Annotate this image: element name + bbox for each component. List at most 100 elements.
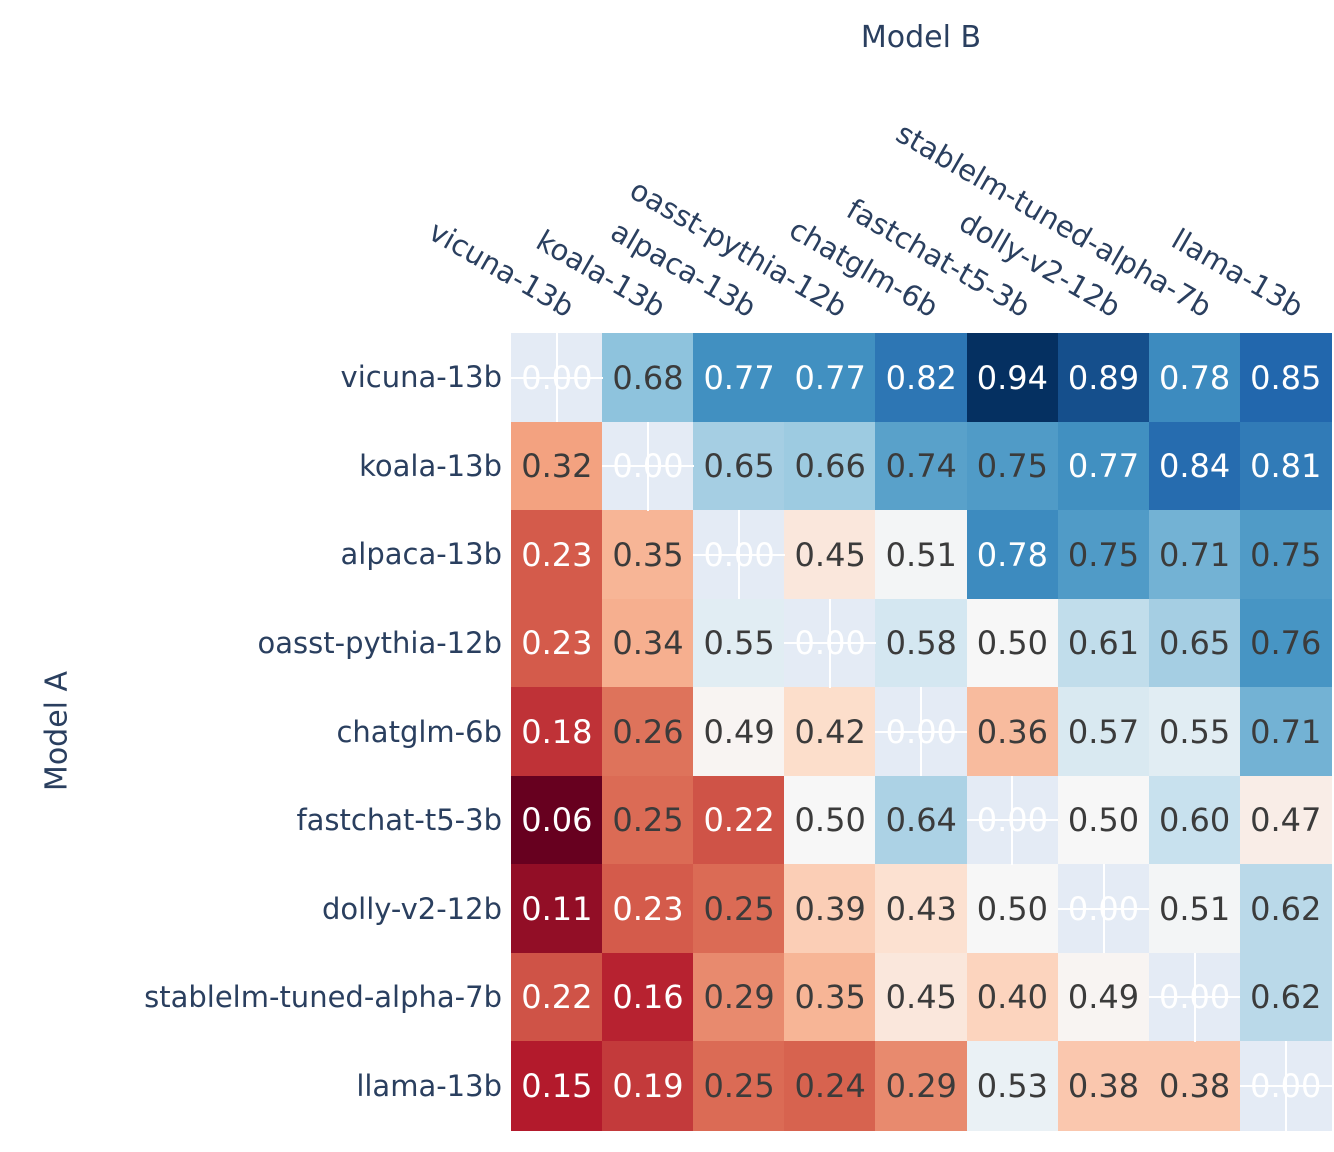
heatmap-cell: 0.68 — [602, 333, 694, 423]
cell-value: 0.36 — [976, 712, 1049, 751]
cell-value: 0.53 — [976, 1067, 1049, 1105]
cell-value: 0.75 — [1067, 535, 1140, 574]
gridline-vertical — [829, 598, 832, 688]
cell-value: 0.24 — [794, 1067, 866, 1105]
heatmap-cell: 0.25 — [602, 775, 694, 865]
cell-value: 0.78 — [1158, 358, 1231, 397]
heatmap-cell: 0.50 — [966, 864, 1059, 954]
cell-value: 0.61 — [1067, 624, 1140, 663]
cell-value: 0.35 — [794, 978, 866, 1017]
heatmap-cell: 0.45 — [784, 510, 877, 600]
cell-value: 0.55 — [1158, 712, 1231, 751]
cell-value: 0.58 — [885, 624, 957, 663]
cell-value: 0.00 — [976, 801, 1049, 840]
heatmap-cell: 0.62 — [1239, 952, 1332, 1043]
heatmap-cell: 0.36 — [966, 687, 1059, 777]
heatmap-cell: 0.23 — [602, 864, 694, 954]
cell-value: 0.62 — [1250, 889, 1322, 928]
heatmap-cell: 0.65 — [693, 421, 785, 511]
gridline-vertical — [646, 421, 649, 511]
gridline-vertical — [1011, 775, 1014, 865]
cell-value: 0.23 — [612, 889, 684, 928]
heatmap-cell: 0.00 — [1057, 864, 1150, 954]
heatmap-cell: 0.00 — [1239, 1041, 1332, 1131]
cell-value: 0.35 — [612, 535, 684, 574]
heatmap-cell: 0.75 — [1057, 510, 1150, 600]
cell-value: 0.18 — [521, 712, 593, 751]
cell-value: 0.00 — [703, 535, 775, 574]
cell-value: 0.00 — [612, 447, 684, 486]
y-tick-label: dolly-v2-12b — [322, 891, 502, 926]
heatmap-cell: 0.60 — [1148, 775, 1241, 865]
cell-value: 0.25 — [612, 801, 684, 840]
y-tick-label: oasst-pythia-12b — [257, 625, 503, 660]
heatmap-cell: 0.38 — [1148, 1041, 1241, 1131]
cell-value: 0.49 — [703, 712, 775, 751]
heatmap-cell: 0.50 — [784, 775, 877, 865]
heatmap-cell: 0.75 — [1239, 510, 1332, 600]
heatmap-cell: 0.49 — [693, 687, 785, 777]
heatmap-cell: 0.25 — [693, 864, 785, 954]
y-tick-label: alpaca-13b — [340, 537, 503, 572]
heatmap-cell: 0.22 — [693, 775, 785, 865]
cell-value: 0.78 — [976, 535, 1049, 574]
cell-value: 0.65 — [1158, 624, 1231, 663]
cell-value: 0.82 — [885, 358, 957, 397]
heatmap-cell: 0.51 — [1148, 864, 1241, 954]
cell-value: 0.23 — [521, 624, 593, 663]
heatmap-cell: 0.24 — [784, 1041, 877, 1131]
heatmap-cell: 0.89 — [1057, 333, 1150, 423]
cell-value: 0.75 — [1250, 535, 1322, 574]
heatmap-cell: 0.77 — [784, 333, 877, 423]
cell-value: 0.45 — [794, 535, 866, 574]
y-tick-label: fastchat-t5-3b — [296, 803, 502, 838]
cell-value: 0.77 — [1067, 447, 1140, 486]
heatmap-cell: 0.00 — [784, 598, 877, 688]
heatmap-cell: 0.53 — [966, 1041, 1059, 1131]
cell-value: 0.66 — [794, 447, 866, 486]
heatmap-cell: 0.16 — [602, 952, 694, 1043]
heatmap-cell: 0.29 — [693, 952, 785, 1043]
cell-value: 0.77 — [703, 358, 775, 397]
heatmap-cell: 0.23 — [511, 598, 603, 688]
cell-value: 0.60 — [1158, 801, 1231, 840]
cell-value: 0.85 — [1250, 358, 1322, 397]
gridline-vertical — [920, 687, 923, 777]
cell-value: 0.22 — [521, 978, 593, 1017]
cell-value: 0.38 — [1158, 1067, 1231, 1105]
heatmap-cell: 0.43 — [875, 864, 968, 954]
cell-value: 0.84 — [1158, 447, 1231, 486]
cell-value: 0.49 — [1067, 978, 1140, 1017]
heatmap-cell: 0.81 — [1239, 421, 1332, 511]
gridline-vertical — [1102, 864, 1105, 954]
heatmap-cell: 0.42 — [784, 687, 877, 777]
cell-value: 0.89 — [1067, 358, 1140, 397]
cell-value: 0.25 — [703, 889, 775, 928]
cell-value: 0.00 — [1158, 978, 1231, 1017]
y-tick-label: stablelm-tuned-alpha-7b — [144, 980, 502, 1015]
cell-value: 0.15 — [521, 1067, 593, 1105]
cell-value: 0.75 — [976, 447, 1049, 486]
cell-value: 0.47 — [1250, 801, 1322, 840]
heatmap-cell: 0.50 — [966, 598, 1059, 688]
cell-value: 0.65 — [703, 447, 775, 486]
cell-value: 0.71 — [1250, 712, 1322, 751]
heatmap-cell: 0.18 — [511, 687, 603, 777]
y-tick-label: chatglm-6b — [336, 714, 502, 749]
heatmap-cell: 0.29 — [875, 1041, 968, 1131]
heatmap-plot-area: 0.00 0.68 0.77 0.77 0.82 0.94 0.89 0.78 0.85 0.32… — [511, 333, 1332, 1131]
cell-value: 0.00 — [1250, 1067, 1322, 1105]
heatmap-cell: 0.40 — [966, 952, 1059, 1043]
heatmap-cell: 0.84 — [1148, 421, 1241, 511]
cell-value: 0.42 — [794, 712, 866, 751]
cell-value: 0.11 — [521, 889, 593, 928]
gridline-vertical — [555, 333, 558, 423]
heatmap-cell: 0.25 — [693, 1041, 785, 1131]
heatmap-cell: 0.22 — [511, 952, 603, 1043]
cell-value: 0.68 — [612, 358, 684, 397]
heatmap-cell: 0.34 — [602, 598, 694, 688]
cell-value: 0.32 — [521, 447, 593, 486]
heatmap-cell: 0.06 — [511, 775, 603, 865]
cell-value: 0.81 — [1250, 447, 1322, 486]
